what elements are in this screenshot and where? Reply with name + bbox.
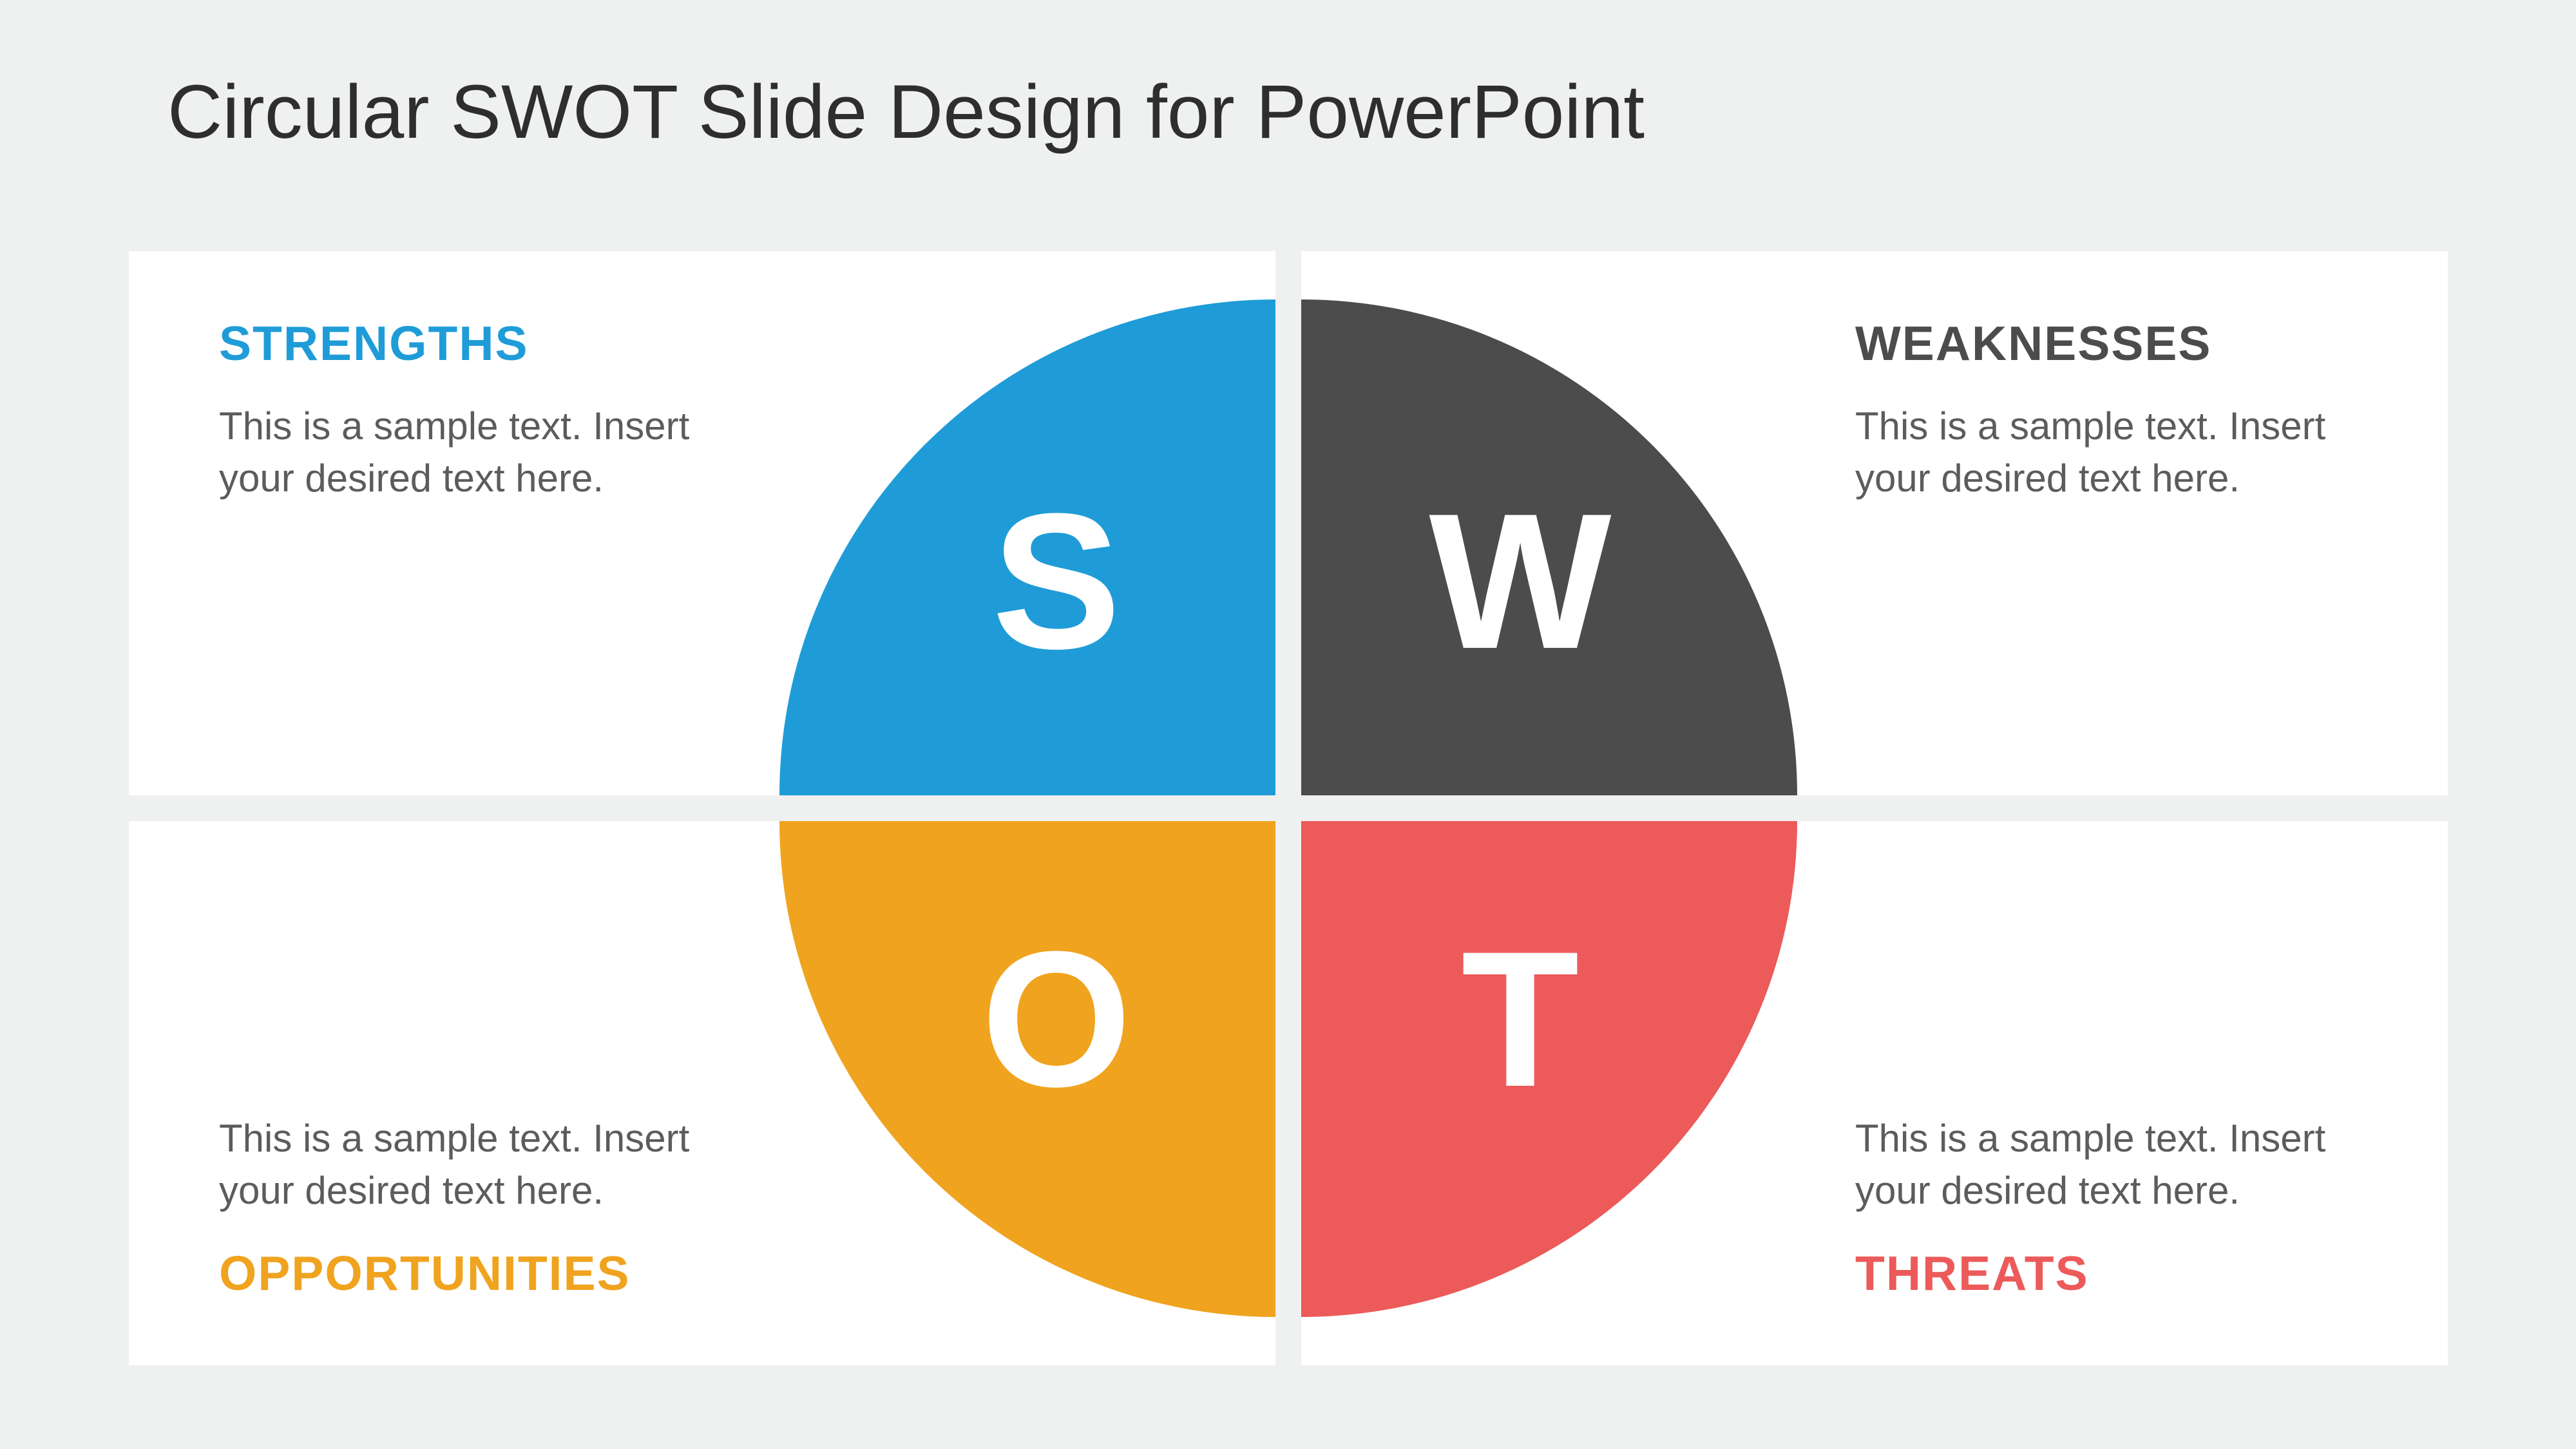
- title-threats: THREATS: [1855, 1245, 2089, 1301]
- page-title: Circular SWOT Slide Design for PowerPoin…: [167, 71, 1645, 155]
- swot-slide: Circular SWOT Slide Design for PowerPoin…: [0, 0, 2576, 1449]
- body-threats: This is a sample text. Insert your desir…: [1855, 1112, 2358, 1217]
- circle-letter-s: S: [928, 469, 1185, 692]
- circle-letter-o: O: [928, 907, 1185, 1130]
- circle-letter-w: W: [1391, 469, 1649, 692]
- title-weaknesses: WEAKNESSES: [1855, 316, 2211, 371]
- body-opportunities: This is a sample text. Insert your desir…: [219, 1112, 721, 1217]
- title-strengths: STRENGTHS: [219, 316, 529, 371]
- body-strengths: This is a sample text. Insert your desir…: [219, 400, 721, 504]
- circle-letter-t: T: [1391, 907, 1649, 1130]
- title-opportunities: OPPORTUNITIES: [219, 1245, 631, 1301]
- body-weaknesses: This is a sample text. Insert your desir…: [1855, 400, 2358, 504]
